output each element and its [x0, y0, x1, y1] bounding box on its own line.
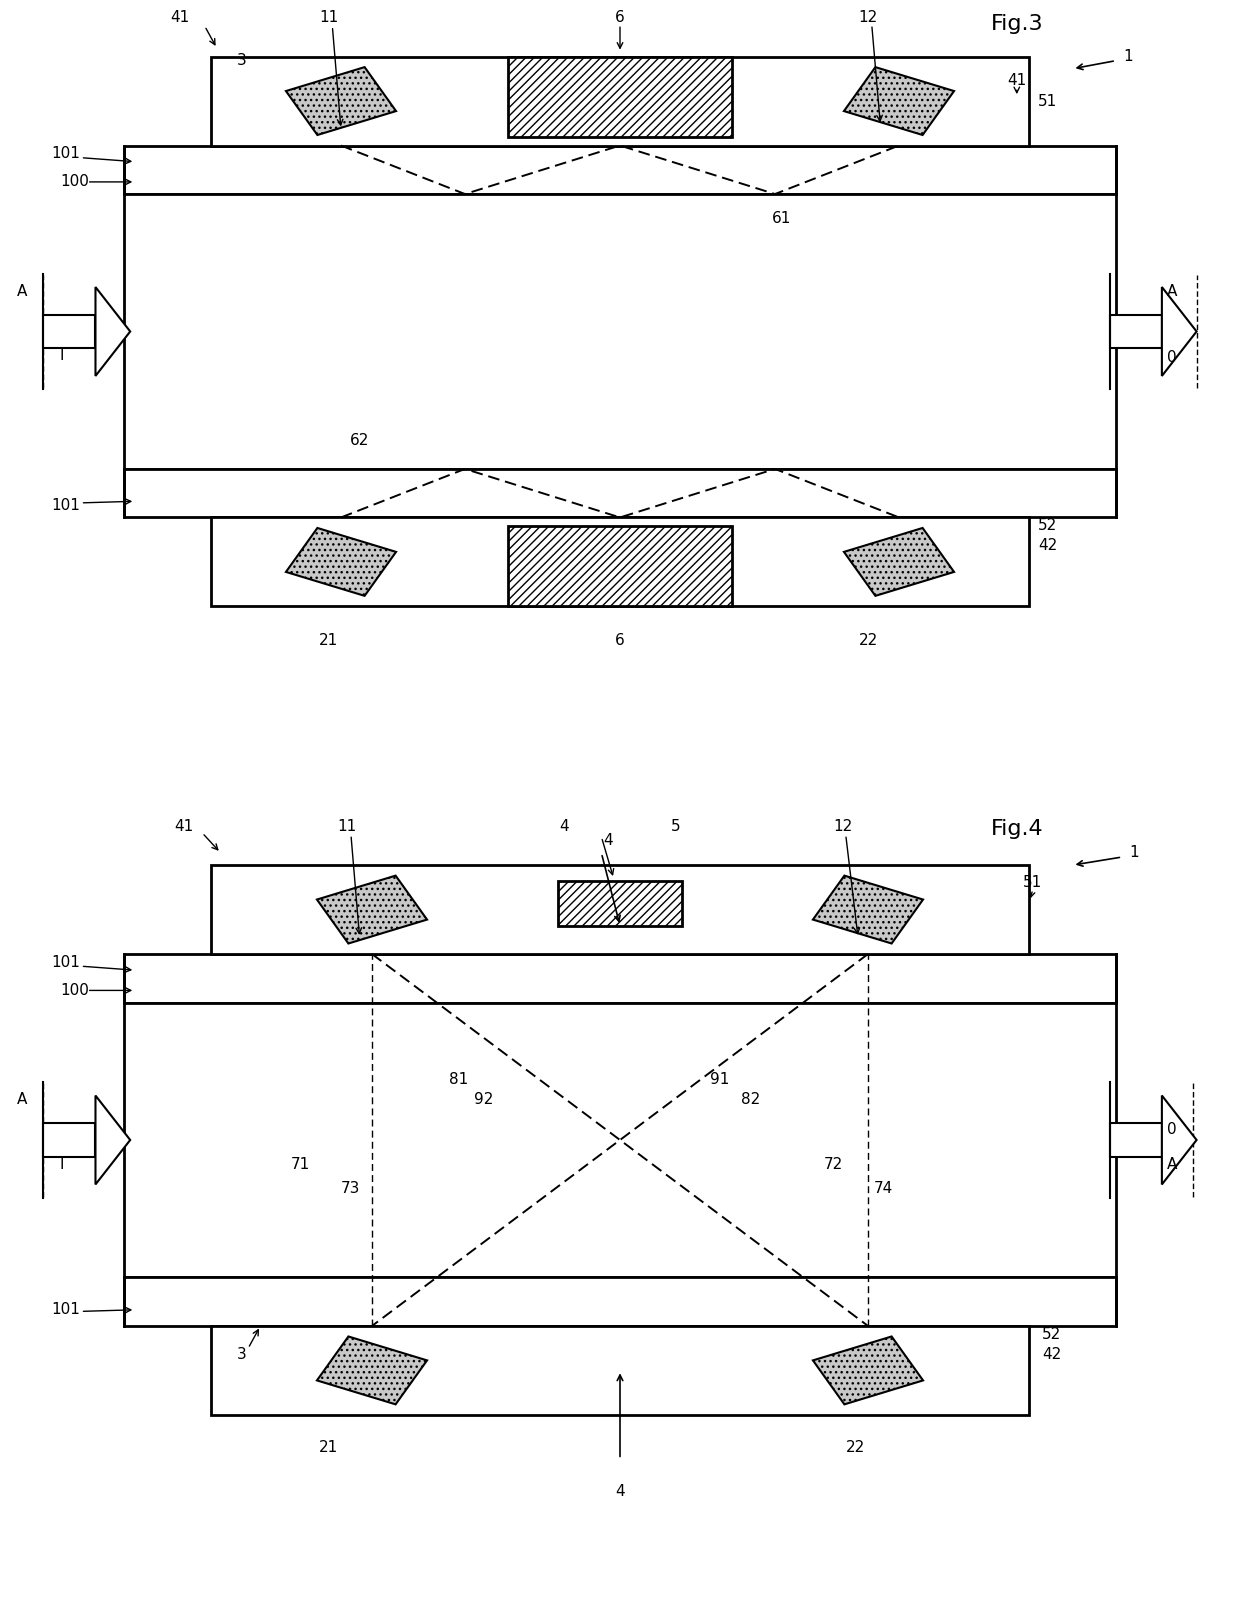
- Text: 22: 22: [846, 1439, 866, 1455]
- Text: 91: 91: [709, 1072, 729, 1087]
- Text: 12: 12: [858, 10, 878, 26]
- Text: I: I: [60, 1156, 64, 1172]
- Bar: [211, 865, 1029, 954]
- Text: 42: 42: [1042, 1347, 1061, 1362]
- Bar: [1110, 314, 1162, 349]
- Text: A: A: [1167, 283, 1177, 299]
- Text: 101: 101: [52, 954, 81, 970]
- Bar: [508, 57, 732, 137]
- Bar: [508, 526, 732, 606]
- Polygon shape: [95, 1096, 130, 1184]
- Polygon shape: [1162, 288, 1197, 377]
- Text: 11: 11: [337, 818, 357, 834]
- Text: 101: 101: [52, 1302, 81, 1318]
- Bar: [124, 954, 1116, 1003]
- Polygon shape: [1162, 1096, 1197, 1184]
- Text: 72: 72: [823, 1156, 843, 1172]
- Text: 71: 71: [290, 1156, 310, 1172]
- Polygon shape: [95, 288, 130, 377]
- Text: 52: 52: [1038, 517, 1058, 534]
- Bar: [317, 1337, 427, 1404]
- Text: 6: 6: [615, 632, 625, 648]
- Text: 62: 62: [350, 433, 370, 448]
- Text: 21: 21: [319, 1439, 339, 1455]
- Bar: [317, 876, 427, 943]
- Text: 21: 21: [319, 632, 339, 648]
- Text: 5: 5: [671, 818, 681, 834]
- Text: 51: 51: [1023, 875, 1043, 891]
- Text: I: I: [60, 348, 64, 364]
- Text: 41: 41: [174, 818, 193, 834]
- Text: 1: 1: [1130, 846, 1140, 860]
- Text: 11: 11: [319, 10, 339, 26]
- Text: 22: 22: [858, 632, 878, 648]
- Text: 3: 3: [237, 1347, 247, 1362]
- Text: 1: 1: [1123, 49, 1133, 65]
- Text: 101: 101: [52, 146, 81, 162]
- Bar: [1110, 1122, 1162, 1158]
- Bar: [844, 68, 954, 134]
- Bar: [43, 1122, 95, 1158]
- Text: Fig.4: Fig.4: [991, 818, 1043, 839]
- Text: A: A: [1167, 1156, 1177, 1172]
- Text: A: A: [17, 283, 27, 299]
- Bar: [211, 57, 1029, 146]
- Text: 0: 0: [1167, 349, 1177, 365]
- Text: 82: 82: [740, 1091, 760, 1108]
- Text: 52: 52: [1042, 1326, 1061, 1342]
- Bar: [844, 529, 954, 595]
- Bar: [558, 881, 682, 925]
- Bar: [286, 68, 396, 134]
- Text: 81: 81: [449, 1072, 469, 1087]
- Bar: [813, 1337, 923, 1404]
- Text: 100: 100: [61, 983, 89, 998]
- Bar: [211, 1326, 1029, 1415]
- Bar: [124, 1277, 1116, 1326]
- Text: 6: 6: [615, 10, 625, 26]
- Text: 41: 41: [1007, 73, 1027, 89]
- Text: 4: 4: [615, 1484, 625, 1499]
- Text: 61: 61: [771, 210, 791, 226]
- Text: 74: 74: [873, 1180, 893, 1197]
- Text: 0: 0: [1167, 1122, 1177, 1137]
- Text: 4: 4: [603, 833, 613, 849]
- Text: 4: 4: [559, 818, 569, 834]
- Text: 73: 73: [341, 1180, 361, 1197]
- Text: 51: 51: [1038, 94, 1058, 108]
- Text: A: A: [17, 1091, 27, 1108]
- Text: 42: 42: [1038, 538, 1058, 553]
- Text: 92: 92: [474, 1091, 494, 1108]
- Text: 12: 12: [833, 818, 853, 834]
- Bar: [43, 314, 95, 349]
- Bar: [211, 517, 1029, 606]
- Text: 3: 3: [237, 53, 247, 68]
- Bar: [124, 469, 1116, 517]
- Bar: [124, 146, 1116, 194]
- Text: Fig.3: Fig.3: [991, 15, 1043, 34]
- Text: 41: 41: [170, 10, 190, 26]
- Bar: [813, 876, 923, 943]
- Text: 100: 100: [61, 175, 89, 189]
- Text: 101: 101: [52, 498, 81, 513]
- Bar: [286, 529, 396, 595]
